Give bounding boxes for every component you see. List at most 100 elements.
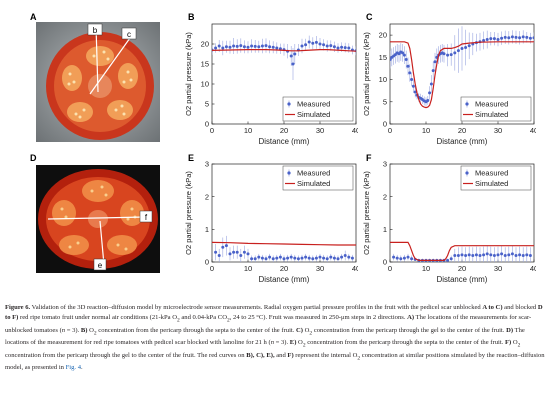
caption-figure-label: Figure 6. — [5, 304, 31, 311]
chart-f-xtick-label: 30 — [494, 264, 502, 273]
chart-e-measured-point — [275, 256, 279, 260]
chart-e-ytick-label: 3 — [205, 160, 209, 169]
chart-c-measured-point — [413, 90, 417, 94]
caption-subscript: 2 — [226, 317, 230, 324]
chart-b-measured-point — [235, 44, 239, 48]
chart-c-measured-point — [525, 35, 529, 39]
chart-b-measured-point — [325, 44, 329, 48]
chart-c-measured-point — [408, 71, 412, 75]
chart-f-measured-point — [460, 253, 464, 257]
chart-f-measured-point — [399, 257, 403, 261]
chart-f-ytick-label: 1 — [383, 225, 387, 234]
chart-c-measured-point — [433, 60, 437, 64]
figure-caption: Figure 6. Validation of the 3D reaction–… — [5, 303, 549, 373]
chart-b-measured-point — [329, 44, 333, 48]
caption-text: O — [303, 326, 310, 334]
chart-f-measured-point — [489, 253, 493, 257]
chart-b-measured-point — [291, 62, 295, 66]
chart-c: 0 10 20 30 40 0 5 10 15 20 Distance (mm) O2 partial… — [362, 23, 536, 146]
chart-c-xlabel: Distance (mm) — [437, 137, 488, 146]
chart-b-measured-point — [307, 40, 311, 44]
chart-e-measured-point — [278, 255, 282, 259]
chart-f-measured-point — [449, 257, 453, 261]
chart-b-legend-measured-label: Measured — [297, 100, 330, 109]
caption-text: and — [274, 351, 288, 359]
chart-e-ytick-label: 1 — [205, 225, 209, 234]
chart-b-ytick-label: 0 — [205, 120, 209, 129]
caption-text: and 0.04-kPa CO — [179, 314, 227, 322]
chart-b-measured-point — [242, 45, 246, 49]
caption-text: The locations of the measurements for sc… — [5, 314, 532, 334]
chart-e-measured-point — [282, 257, 286, 261]
caption-text: = 3). — [65, 326, 81, 334]
chart-f-measured-point — [446, 258, 450, 262]
chart-b-legend-measured-marker — [287, 102, 291, 106]
chart-e-measured-point — [325, 257, 329, 261]
chart-f-measured-point — [485, 252, 489, 256]
chart-b-measured-point — [311, 41, 315, 45]
caption-text: concentration from the pericarp through … — [312, 326, 507, 334]
chart-b-ytick-label: 10 — [201, 80, 209, 89]
chart-c-measured-point — [401, 51, 405, 55]
chart-e-measured-point — [250, 257, 254, 261]
chart-c-measured-point — [503, 35, 507, 39]
chart-c-measured-point — [390, 58, 392, 62]
caption-subscript: 2 — [517, 342, 521, 349]
chart-f-ytick-label: 3 — [383, 160, 387, 169]
chart-c-measured-point — [532, 36, 534, 40]
chart-e-measured-point — [304, 255, 308, 259]
chart-b-measured-point — [260, 44, 264, 48]
chart-e-measured-point — [271, 257, 275, 261]
chart-c-ylabel: O2 partial pressure (kPa) — [362, 32, 371, 116]
chart-e-measured-point — [224, 244, 228, 248]
chart-c-simulated-line — [390, 41, 534, 109]
chart-f-xtick-label: 10 — [422, 264, 430, 273]
panel-letter-b: B — [188, 12, 195, 22]
chart-f-ylabel: O2 partial pressure (kPa) — [362, 171, 371, 255]
chart-c-measured-point — [442, 52, 446, 56]
chart-e-xlabel: Distance (mm) — [259, 275, 310, 284]
caption-subscript: 2 — [309, 330, 313, 337]
chart-b-xtick-label: 0 — [210, 126, 214, 135]
chart-f-measured-point — [402, 256, 406, 260]
chart-c-xtick-label: 40 — [530, 126, 536, 135]
caption-italic: n — [61, 326, 66, 334]
chart-e-measured-point — [235, 250, 239, 254]
chart-b-measured-point — [314, 40, 318, 44]
caption-text: The locations of the measurement for red… — [5, 326, 525, 347]
chart-c-measured-point — [467, 44, 471, 48]
chart-e-measured-point — [296, 257, 300, 261]
chart-b-measured-point — [343, 46, 347, 50]
chart-e-measured-point — [314, 256, 318, 260]
chart-b-measured-point — [300, 44, 304, 48]
chart-f-measured-point — [456, 253, 460, 257]
chart-c-measured-point — [456, 49, 460, 53]
chart-e-xtick-label: 40 — [352, 264, 358, 273]
chart-b-measured-point — [275, 46, 279, 50]
caption-figure-link[interactable]: Fig. 4 — [65, 364, 81, 372]
chart-c-ytick-label: 10 — [379, 75, 387, 84]
chart-e-measured-point — [318, 255, 322, 259]
chart-f-simulated-line — [390, 241, 534, 261]
chart-b-measured-point — [293, 52, 297, 56]
chart-c-measured-point — [518, 36, 522, 40]
caption-italic: n — [270, 339, 274, 347]
chart-f-measured-point — [510, 252, 514, 256]
chart-f-measured-point — [482, 253, 486, 257]
chart-c-legend-simulated-label: Simulated — [475, 110, 508, 119]
caption-bold: B), C), E), — [246, 351, 275, 359]
chart-c-plot-area — [390, 26, 534, 109]
chart-e-measured-point — [300, 256, 304, 260]
caption-bold: E) — [289, 339, 297, 347]
chart-b-measured-point — [268, 45, 272, 49]
chart-e-measured-point — [214, 250, 218, 254]
chart-f-measured-point — [496, 253, 500, 257]
caption-text: concentration from the pericarp through … — [96, 326, 297, 334]
chart-c-measured-point — [431, 69, 435, 73]
photo-a-label-b: b — [93, 26, 98, 35]
caption-text: Validation of the 3D reaction–diffusion … — [30, 304, 483, 311]
caption-text: concentration from the pericarp through … — [305, 339, 505, 347]
chart-c-xtick-label: 30 — [494, 126, 502, 135]
chart-b-legend-simulated-label: Simulated — [297, 110, 330, 119]
chart-c-measured-point — [492, 37, 496, 41]
